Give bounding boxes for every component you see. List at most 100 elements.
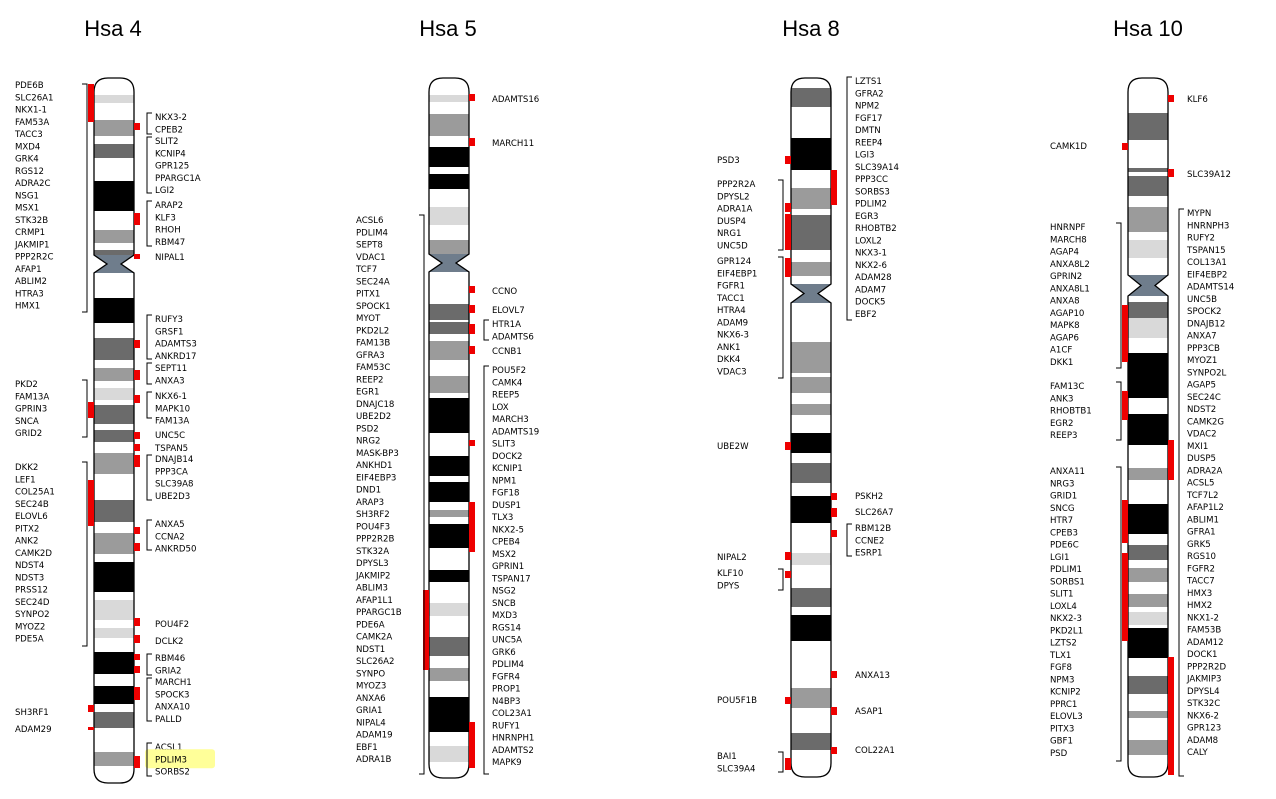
chromosome-band <box>94 230 134 243</box>
left-gene-group: PDE6B SLC26A1 NKX1-1 FAM53A TACC3 MXD4 GRK4 RGS… <box>14 81 88 313</box>
chromosome-band <box>1128 414 1168 445</box>
gene-label: SYNPO2 <box>15 610 50 620</box>
gene-label: HNRNPF <box>1050 223 1085 233</box>
gene-label: GFRA3 <box>356 351 385 361</box>
gene-label: LGI2 <box>155 186 174 196</box>
gene-label: POU4F2 <box>155 620 189 630</box>
chromosome-title: Hsa 10 <box>1113 16 1183 41</box>
gene-label: TLX3 <box>491 513 513 523</box>
gene-label: ELOVL3 <box>1050 712 1083 722</box>
gene-marker <box>469 286 475 293</box>
gene-label: ABLIM2 <box>15 277 47 287</box>
gene-label: DPYSL2 <box>717 192 750 202</box>
chromosome-band <box>94 181 134 211</box>
gene-label: UNC5A <box>492 636 522 646</box>
gene-label: SEPT11 <box>155 364 187 374</box>
chromosome-outline <box>790 77 832 778</box>
gene-label: PITX2 <box>15 524 39 534</box>
gene-label: PITX1 <box>356 290 380 300</box>
centromere <box>791 284 831 303</box>
gene-label: DKK4 <box>717 355 740 365</box>
gene-label: EBF2 <box>855 310 877 320</box>
left-gene-group: ADAM29 <box>15 725 52 735</box>
gene-label: EBF1 <box>356 743 378 753</box>
group-bracket <box>146 391 152 419</box>
gene-label: RBM12B <box>855 524 891 534</box>
gene-label: PPP2R2A <box>717 180 755 190</box>
gene-label: PDLIM1 <box>1050 565 1082 575</box>
right-gene-group: COL22A1 <box>855 746 895 756</box>
gene-label: ADRA1B <box>356 755 391 765</box>
group-bracket <box>146 136 152 194</box>
left-gene-group: HNRNPF MARCH8 AGAP4 ANXA8L2 GPRIN2 ANXA8L1 ANX… <box>1050 222 1122 369</box>
gene-label: PPP3CA <box>155 467 188 477</box>
right-gene-group: DCLK2 <box>155 637 184 647</box>
chromosome-band <box>429 668 469 681</box>
chromosome-band <box>94 388 134 400</box>
gene-label: PKD2L1 <box>1050 626 1083 636</box>
gene-label: NKX2-5 <box>492 525 524 535</box>
gene-label: SEC24C <box>1187 393 1221 403</box>
gene-label: TACC7 <box>1186 577 1215 587</box>
gene-label: GFRA2 <box>855 89 884 99</box>
gene-label: SYNPO2L <box>1187 368 1227 378</box>
gene-label: MXD3 <box>492 611 517 621</box>
gene-label: ANKHD1 <box>356 461 393 471</box>
gene-label: TACC3 <box>14 130 43 140</box>
gene-label: GPR125 <box>155 162 189 172</box>
gene-label: SLC39A14 <box>855 163 899 173</box>
gene-label: FGF17 <box>855 114 882 124</box>
chromosome-band <box>1128 594 1168 607</box>
gene-label: SNCG <box>1050 504 1075 514</box>
gene-label: PPP3CB <box>1187 344 1220 354</box>
gene-label: UNC5C <box>155 431 185 441</box>
gene-label: ANKRD50 <box>155 545 196 555</box>
chromosome-band <box>791 733 831 750</box>
gene-label: FAM53B <box>1187 626 1221 636</box>
chromosome-band <box>1128 113 1168 140</box>
group-bracket <box>1116 381 1122 441</box>
right-gene-group: UNC5C <box>155 431 185 441</box>
gene-label: UBE2W <box>717 442 749 452</box>
gene-label: GPRIN2 <box>1050 272 1082 282</box>
gene-label: ANK3 <box>1050 394 1073 404</box>
gene-label: EGR2 <box>1050 419 1074 429</box>
chromosome-band <box>791 215 831 250</box>
gene-label: TCF7L2 <box>1186 491 1218 501</box>
right-gene-group: SLIT2 KCNIP4 GPR125 PPARGC1A LGI2 <box>146 136 201 196</box>
chromosome-band <box>94 120 134 136</box>
chromosome-bands <box>429 78 469 778</box>
right-gene-group: ARAP2 KLF3 RHOH RBM47 <box>146 200 185 248</box>
gene-label: RHOBTB2 <box>855 224 897 234</box>
chromosome-band <box>429 524 469 548</box>
gene-label: NIPAL1 <box>155 253 185 263</box>
gene-label: REEP3 <box>1050 431 1077 441</box>
group-bracket <box>778 751 784 773</box>
gene-marker <box>134 543 140 551</box>
gene-marker <box>134 123 140 130</box>
gene-label: ANXA10 <box>155 703 190 713</box>
gene-marker <box>88 705 94 712</box>
gene-label: HMX2 <box>1187 601 1212 611</box>
gene-label: DKK2 <box>15 463 38 473</box>
gene-label: ADRA2C <box>15 179 50 189</box>
gene-label: ANKRD17 <box>155 352 196 362</box>
gene-label: SLC26A2 <box>356 657 395 667</box>
chromosome-band <box>429 240 469 254</box>
chromosome-band <box>1128 176 1168 196</box>
gene-label: DCLK2 <box>155 637 184 647</box>
gene-label: AFAP1L2 <box>1187 503 1224 513</box>
chromosome-band <box>94 338 134 360</box>
gene-label: NKX3-1 <box>855 249 887 259</box>
gene-marker <box>88 402 94 418</box>
left-gene-group: GPR124 EIF4EBP1 FGFR1 TACC1 HTRA4 ADAM9 NKX6-3… <box>716 256 784 379</box>
gene-label: NSG2 <box>492 587 516 597</box>
gene-label: KLF3 <box>155 213 176 223</box>
gene-label: LGI1 <box>1050 553 1069 563</box>
gene-label: CPEB4 <box>492 538 520 548</box>
chromosome-title: Hsa 8 <box>782 16 839 41</box>
gene-label: MXI1 <box>1187 442 1208 452</box>
chromosome-band <box>94 712 134 728</box>
gene-label: SPOCK1 <box>356 302 391 312</box>
gene-marker <box>1122 500 1128 543</box>
